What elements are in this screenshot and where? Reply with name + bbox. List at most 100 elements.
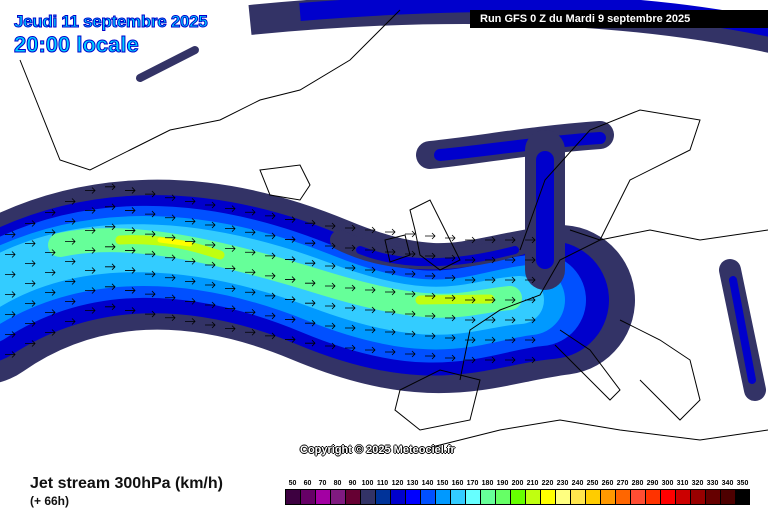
wind-arrow-icon (245, 288, 256, 296)
wind-arrow-icon (145, 290, 156, 298)
wind-arrow-icon (485, 276, 496, 284)
wind-arrow-icon (145, 250, 156, 258)
legend-item: 180 (480, 479, 495, 505)
legend-item: 250 (585, 479, 600, 505)
wind-arrow-icon (145, 190, 156, 198)
legend-swatch (660, 489, 675, 505)
wind-arrow-icon (245, 228, 256, 236)
wind-arrow-icon (165, 214, 176, 222)
legend-item: 140 (420, 479, 435, 505)
legend-label: 210 (526, 480, 539, 487)
wind-arrow-icon (405, 350, 416, 358)
jet-scandinavia-inner (434, 132, 606, 161)
legend-swatch (285, 489, 300, 505)
wind-arrow-icon (465, 296, 476, 304)
wind-arrow-icon (125, 287, 136, 294)
wind-arrow-icon (105, 183, 116, 191)
legend-swatch (435, 489, 450, 505)
wind-arrow-icon (5, 351, 16, 358)
legend-label: 80 (333, 480, 342, 487)
legend-label: 170 (466, 480, 479, 487)
legend-label: 90 (348, 480, 357, 487)
legend-item: 270 (615, 479, 630, 505)
legend-item: 220 (540, 479, 555, 505)
wind-arrow-icon (225, 245, 236, 252)
wind-arrow-icon (245, 268, 256, 276)
wind-arrow-icon (145, 310, 156, 318)
wind-arrow-icon (425, 352, 436, 360)
wind-arrow-icon (525, 256, 536, 264)
wind-arrow-icon (145, 210, 156, 218)
wind-arrow-icon (425, 272, 436, 280)
legend-item: 170 (465, 479, 480, 505)
legend-swatch (585, 489, 600, 505)
wind-arrow-icon (485, 356, 496, 364)
wind-arrow-icon (45, 329, 56, 336)
wind-arrow-icon (265, 332, 276, 340)
wind-arrow-icon (365, 346, 376, 354)
legend-item: 190 (495, 479, 510, 505)
wind-arrow-icon (25, 340, 36, 347)
wind-arrow-icon (425, 332, 436, 340)
legend-swatch (555, 489, 570, 505)
wind-arrow-icon (445, 294, 456, 302)
coast-africa (419, 419, 768, 451)
legend-item: 150 (435, 479, 450, 505)
legend-label: 350 (736, 480, 749, 487)
wind-arrow-icon (5, 331, 16, 338)
wind-arrow-icon (285, 256, 296, 263)
wind-arrow-icon (425, 232, 436, 240)
legend-swatch (360, 489, 375, 505)
legend-swatch (735, 489, 750, 505)
wind-arrow-icon (105, 243, 116, 251)
wind-arrow-icon (185, 198, 196, 205)
color-legend: 50 60 70 80 90 100 110 120 130 140 150 160 170 180 190… (285, 479, 750, 505)
wind-arrow-icon (45, 289, 56, 296)
wind-arrow-icon (25, 300, 36, 307)
wind-arrow-icon (265, 292, 276, 300)
wind-arrow-icon (465, 276, 476, 284)
wind-arrow-icon (285, 216, 296, 223)
wind-arrow-icon (25, 240, 36, 247)
legend-label: 230 (556, 480, 569, 487)
wind-arrow-icon (385, 328, 396, 336)
legend-swatch (300, 489, 315, 505)
legend-label: 330 (706, 480, 719, 487)
wind-arrow-icon (265, 252, 276, 260)
wind-arrow-icon (405, 290, 416, 298)
wind-arrow-icon (85, 267, 96, 274)
wind-arrow-icon (365, 266, 376, 274)
wind-arrow-icon (445, 334, 456, 342)
legend-label: 110 (376, 480, 389, 487)
wind-arrow-icon (245, 308, 256, 316)
wind-arrow-icon (305, 299, 316, 307)
wind-arrow-icon (205, 281, 216, 289)
wind-arrow-icon (125, 227, 136, 234)
wind-arrow-icon (525, 276, 536, 284)
wind-arrow-icon (305, 319, 316, 327)
legend-swatch (465, 489, 480, 505)
legend-swatch (390, 489, 405, 505)
wind-arrow-icon (185, 258, 196, 265)
wind-arrow-icon (265, 212, 276, 220)
legend-item: 330 (705, 479, 720, 505)
legend-label: 50 (288, 480, 297, 487)
wind-arrow-icon (345, 324, 356, 332)
wind-arrow-icon (205, 301, 216, 309)
wind-arrow-icon (485, 256, 496, 264)
wind-arrow-icon (65, 278, 76, 285)
wind-arrow-icon (225, 325, 236, 332)
wind-arrow-icon (5, 271, 16, 278)
wind-arrow-icon (185, 278, 196, 285)
legend-label: 60 (303, 480, 312, 487)
wind-arrow-icon (5, 311, 16, 318)
legend-label: 70 (318, 480, 327, 487)
legend-label: 300 (661, 480, 674, 487)
wind-arrow-icon (425, 292, 436, 300)
wind-arrow-icon (85, 307, 96, 314)
model-run-label: Run GFS 0 Z du Mardi 9 septembre 2025 (470, 10, 768, 28)
wind-arrow-icon (465, 316, 476, 324)
wind-arrow-icon (385, 228, 396, 236)
wind-arrow-icon (205, 241, 216, 249)
legend-swatch (525, 489, 540, 505)
